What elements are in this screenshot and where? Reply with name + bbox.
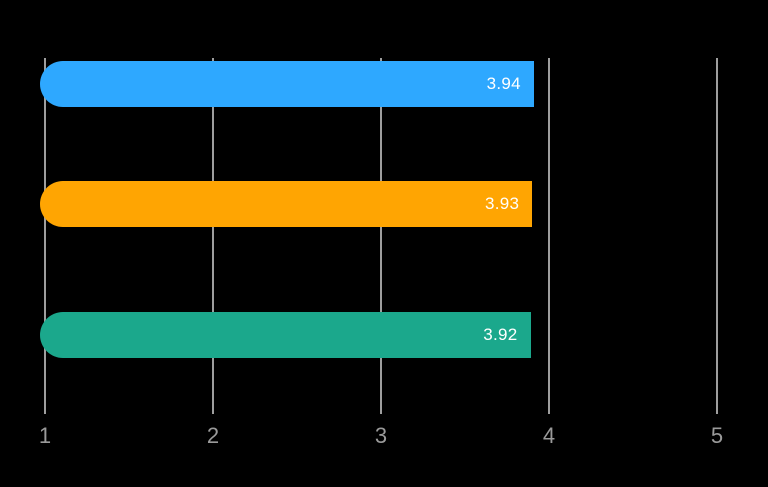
gridline-4 [548,58,550,414]
x-tick-label-5: 5 [710,423,724,448]
gridline-5 [716,58,718,414]
x-tick-label-2: 2 [206,423,220,448]
gridline-3 [380,58,382,414]
bar-value-label: 3.92 [483,325,518,344]
bar-3: 3.92 [40,312,531,358]
x-tick-label-4: 4 [542,423,556,448]
gridline-2 [212,58,214,414]
gridline-1 [44,58,46,414]
bar-value-label: 3.93 [484,194,520,213]
x-tick-label-1: 1 [38,423,52,448]
x-tick-label-3: 3 [374,423,388,448]
bar-2: 3.93 [40,181,533,227]
bar-value-label: 3.94 [486,74,521,93]
bar-1: 3.94 [40,61,534,107]
